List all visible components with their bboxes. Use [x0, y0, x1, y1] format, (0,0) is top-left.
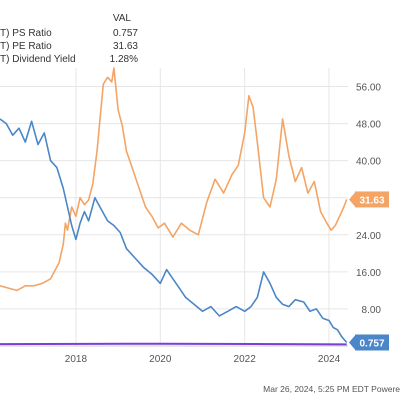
pe-ratio-end-badge: [355, 191, 389, 208]
ps-ratio-end-pointer: [349, 335, 355, 350]
legend-label-dividend-yield: T) Dividend Yield: [0, 54, 76, 65]
series-layer: [0, 67, 348, 346]
pe-ratio-end-pointer: [349, 192, 355, 207]
ps-ratio-line: [0, 118, 348, 344]
y-tick-label: 56.00: [356, 83, 381, 94]
y-tick-label: 16.00: [356, 268, 381, 279]
legend-value-pe-ratio: 31.63: [113, 41, 138, 52]
legend-value-ps-ratio: 0.757: [113, 28, 138, 39]
y-tick-label: 40.00: [356, 157, 381, 168]
ps-ratio-end-badge: [355, 334, 389, 351]
grid-layer: [0, 68, 348, 347]
pe-ratio-end-value: 31.63: [359, 195, 384, 206]
y-tick-label: 24.00: [356, 231, 381, 242]
legend-value-dividend-yield: 1.28%: [110, 54, 138, 65]
end-labels: 31.63 0.757: [349, 191, 389, 351]
dividend-yield-line: [0, 342, 347, 346]
legend-label-ps-ratio: T) PS Ratio: [0, 28, 52, 39]
legend-label-pe-ratio: T) PE Ratio: [0, 41, 52, 52]
y-tick-label: 48.00: [356, 120, 381, 131]
x-tick-label: 2022: [234, 354, 257, 365]
legend: VAL T) PS Ratio 0.757 T) PE Ratio 31.63 …: [0, 13, 138, 65]
x-tick-label: 2020: [149, 354, 172, 365]
ps-ratio-end-value: 0.757: [359, 338, 384, 349]
x-tick-label: 2018: [65, 354, 88, 365]
y-tick-label: 8.00: [362, 305, 382, 316]
pe-ratio-line: [0, 67, 348, 292]
footer-timestamp: Mar 26, 2024, 5:25 PM EDT Powere: [263, 384, 400, 394]
legend-header: VAL: [113, 13, 132, 24]
x-tick-label: 2024: [318, 354, 341, 365]
x-axis-ticks: 2018 2020 2022 2024: [65, 354, 341, 365]
